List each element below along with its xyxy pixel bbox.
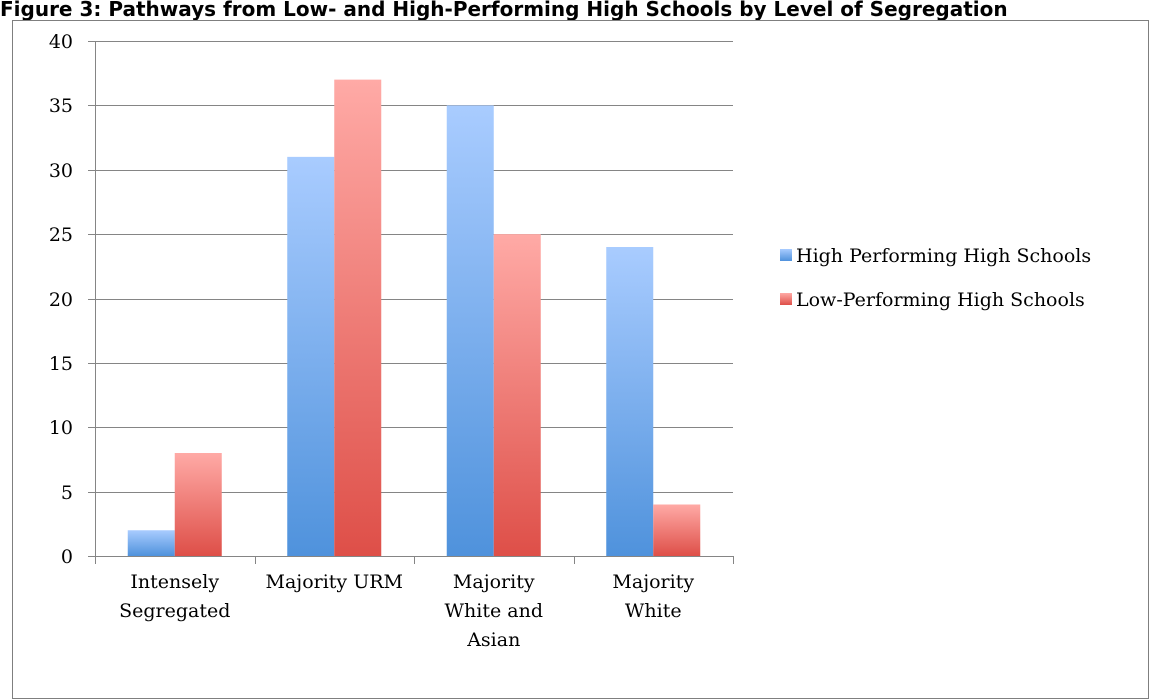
- legend: High Performing High Schools Low-Performi…: [780, 245, 1091, 311]
- x-tick-label: White: [625, 600, 682, 622]
- x-tick-label: Majority: [453, 571, 535, 593]
- legend-swatch: [780, 293, 792, 305]
- y-tick-label: 35: [49, 95, 73, 117]
- bar-high-performing-0: [127, 530, 175, 556]
- bars: [127, 79, 701, 556]
- bar-high-performing-2: [446, 105, 494, 556]
- bar-low-performing-0: [174, 453, 222, 556]
- x-tick-label: White and: [445, 600, 544, 622]
- y-tick-label: 10: [49, 417, 73, 439]
- x-tick-label: Intensely: [130, 571, 219, 593]
- y-tick-label: 20: [49, 289, 73, 311]
- chart-title: Figure 3: Pathways from Low- and High-Pe…: [0, 0, 1008, 21]
- y-tick-labels: 0 5 10 15 20 25 30 35 40: [49, 31, 73, 568]
- x-tick-label: Asian: [466, 629, 520, 651]
- y-tick-label: 25: [49, 224, 73, 246]
- x-tick-label: Majority: [612, 571, 694, 593]
- bar-low-performing-2: [493, 234, 541, 556]
- x-tick-labels: Intensely Segregated Majority URM Majority W…: [119, 571, 694, 651]
- bar-high-performing-3: [606, 247, 654, 556]
- y-tick-label: 5: [61, 482, 73, 504]
- axes: [88, 41, 734, 564]
- y-tick-label: 15: [49, 353, 73, 375]
- y-tick-label: 40: [49, 31, 73, 53]
- legend-swatch: [780, 249, 792, 261]
- y-tick-label: 0: [61, 546, 73, 568]
- x-tick-label: Segregated: [119, 600, 230, 622]
- bar-low-performing-1: [334, 79, 382, 556]
- bar-high-performing-1: [287, 156, 335, 556]
- legend-label: High Performing High Schools: [796, 245, 1091, 267]
- legend-label: Low-Performing High Schools: [796, 289, 1085, 311]
- chart-border: [12, 20, 1149, 699]
- y-tick-label: 30: [49, 160, 73, 182]
- bar-low-performing-3: [653, 504, 701, 556]
- x-tick-label: Majority URM: [266, 571, 403, 593]
